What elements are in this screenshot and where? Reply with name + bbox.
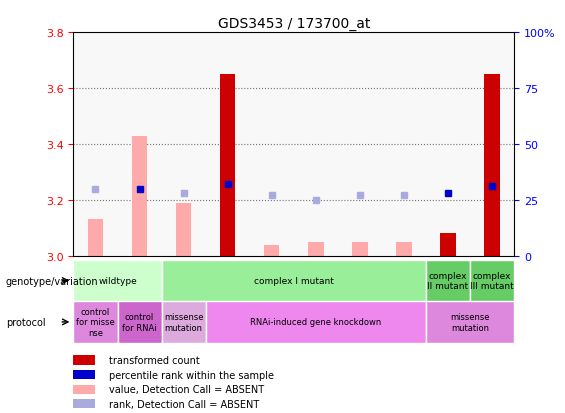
Bar xyxy=(338,33,382,256)
Bar xyxy=(426,33,470,256)
FancyBboxPatch shape xyxy=(73,260,162,301)
Text: transformed count: transformed count xyxy=(108,355,199,365)
Bar xyxy=(264,245,280,256)
Bar xyxy=(220,75,236,256)
Text: missense
mutation: missense mutation xyxy=(450,313,490,332)
Text: genotype/variation: genotype/variation xyxy=(6,276,98,286)
Bar xyxy=(352,242,368,256)
Bar xyxy=(176,203,192,256)
Title: GDS3453 / 173700_at: GDS3453 / 173700_at xyxy=(218,17,370,31)
Bar xyxy=(470,33,514,256)
FancyBboxPatch shape xyxy=(426,301,514,343)
Text: wildtype: wildtype xyxy=(98,276,137,285)
Bar xyxy=(73,399,95,408)
Bar xyxy=(294,33,338,256)
Bar xyxy=(132,136,147,256)
Text: complex I mutant: complex I mutant xyxy=(254,276,334,285)
Text: control
for misse
nse: control for misse nse xyxy=(76,307,115,337)
Text: protocol: protocol xyxy=(6,317,45,327)
Text: missense
mutation: missense mutation xyxy=(164,313,203,332)
Text: RNAi-induced gene knockdown: RNAi-induced gene knockdown xyxy=(250,318,381,327)
Text: value, Detection Call = ABSENT: value, Detection Call = ABSENT xyxy=(108,384,264,394)
FancyBboxPatch shape xyxy=(426,260,470,301)
Bar xyxy=(396,242,412,256)
Bar xyxy=(308,242,324,256)
FancyBboxPatch shape xyxy=(118,301,162,343)
Bar xyxy=(118,33,162,256)
FancyBboxPatch shape xyxy=(162,301,206,343)
Bar xyxy=(73,370,95,379)
Bar xyxy=(73,33,118,256)
Text: complex
III mutant: complex III mutant xyxy=(470,271,514,290)
Bar xyxy=(382,33,426,256)
FancyBboxPatch shape xyxy=(162,260,426,301)
Bar xyxy=(250,33,294,256)
Bar xyxy=(88,220,103,256)
Text: complex
II mutant: complex II mutant xyxy=(428,271,468,290)
Bar xyxy=(73,356,95,365)
Bar xyxy=(73,385,95,394)
Text: percentile rank within the sample: percentile rank within the sample xyxy=(108,370,273,380)
Bar xyxy=(162,33,206,256)
Text: control
for RNAi: control for RNAi xyxy=(122,313,157,332)
FancyBboxPatch shape xyxy=(206,301,426,343)
Bar xyxy=(484,75,500,256)
Bar xyxy=(440,234,456,256)
Bar xyxy=(206,33,250,256)
Text: rank, Detection Call = ABSENT: rank, Detection Call = ABSENT xyxy=(108,399,259,409)
FancyBboxPatch shape xyxy=(73,301,118,343)
FancyBboxPatch shape xyxy=(470,260,514,301)
